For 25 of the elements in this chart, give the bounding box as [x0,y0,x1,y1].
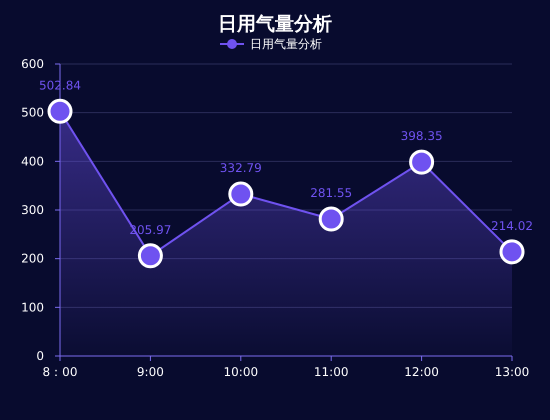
y-tick-label: 200 [21,252,44,266]
x-tick-label: 11:00 [314,365,348,379]
data-label: 281.55 [310,186,352,200]
point [500,239,524,264]
y-tick-label: 100 [21,300,44,314]
data-label: 332.79 [220,161,262,176]
legend-label: 日用气量分析 [250,37,322,51]
x-tick-label: 12:00 [404,365,439,379]
point [318,206,344,232]
y-tick-label: 600 [21,57,44,71]
data-label: 398.35 [400,129,443,144]
x-tick-label: 10:00 [224,365,258,379]
chart-title: 日用气量分析 [218,13,332,35]
x-tick-label: 8：00 [42,365,78,379]
point [48,98,72,124]
x-tick-label: 9:00 [136,365,164,379]
point [138,243,163,268]
y-tick-label: 0 [36,349,44,363]
point [228,182,254,207]
data-label: 214.02 [491,218,533,233]
y-tick-label: 500 [21,106,44,120]
y-tick-label: 400 [21,154,44,168]
point [409,150,434,175]
y-tick-label: 300 [21,203,44,217]
x-tick-label: 13:00 [494,365,530,379]
